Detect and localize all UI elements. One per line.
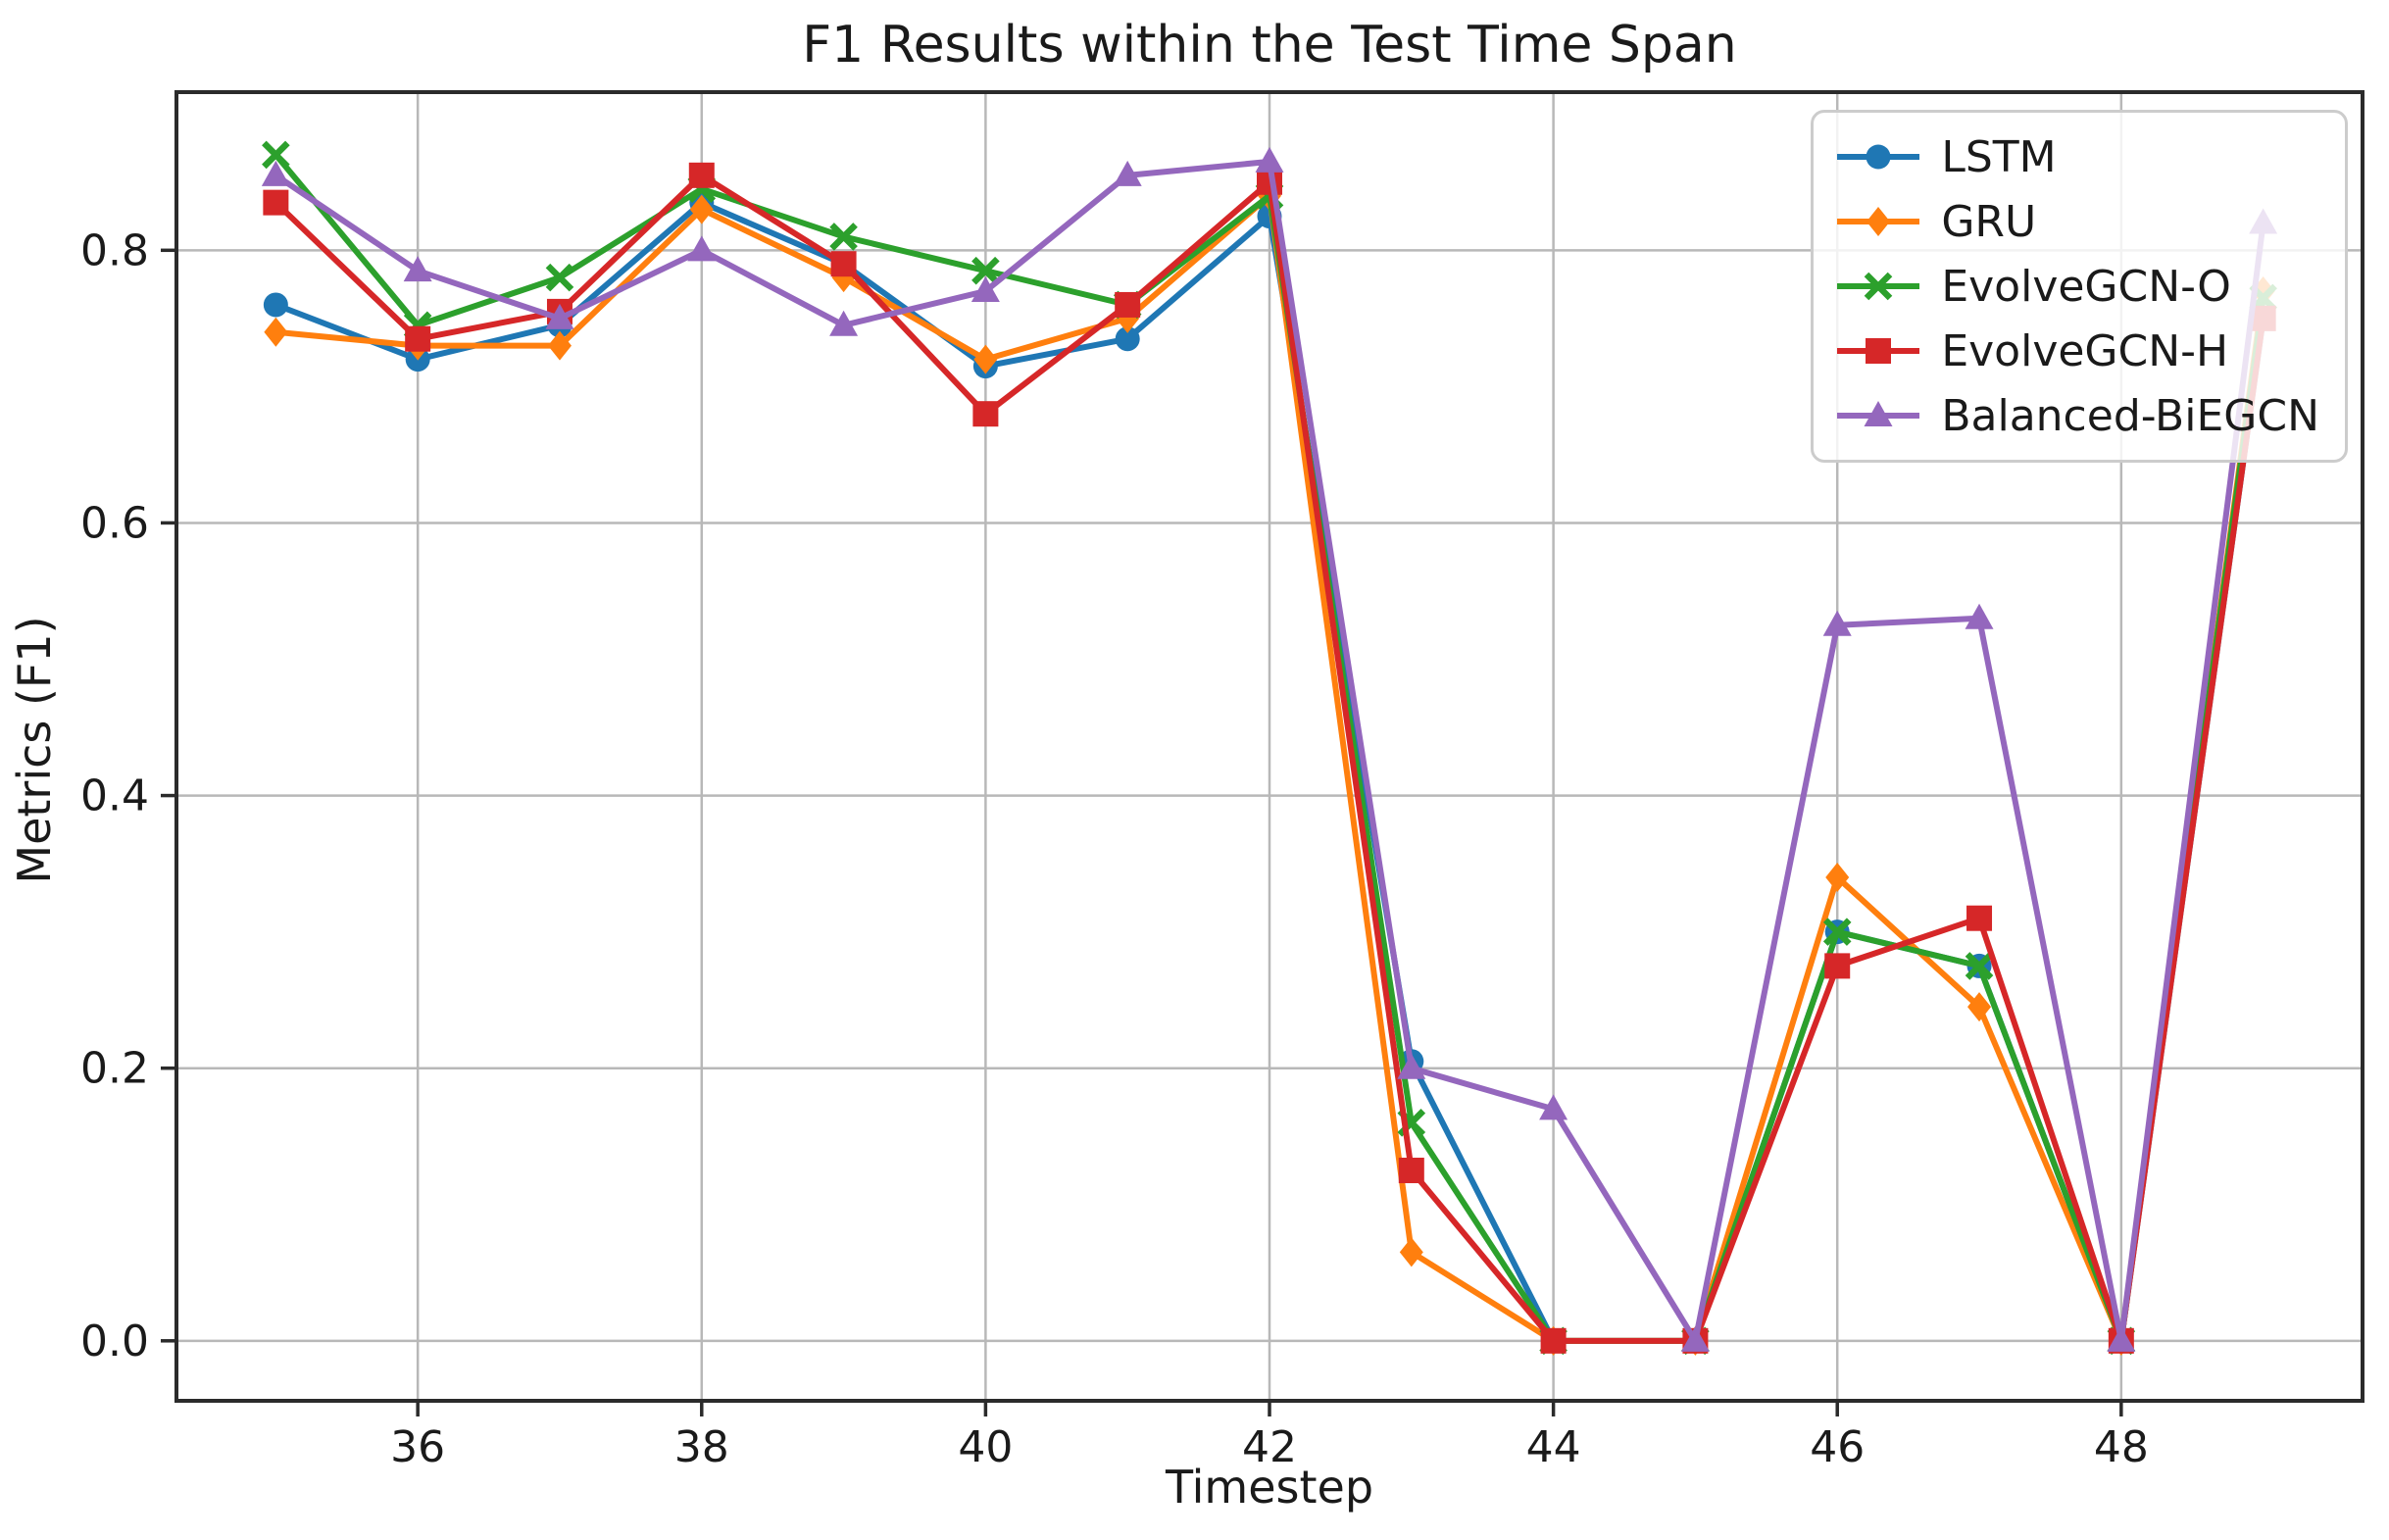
marker-GRU-43: [1399, 1237, 1423, 1267]
marker-GRU-37: [547, 330, 572, 361]
legend-glyph-Balanced-BiEGCN: [1864, 401, 1893, 426]
legend-marker-square-icon: [1837, 338, 1920, 364]
marker-GRU-47: [1967, 992, 1992, 1022]
legend-label-GRU: GRU: [1941, 196, 2037, 247]
legend-item-Balanced-BiEGCN: Balanced-BiEGCN: [1833, 385, 2319, 446]
x-axis-label: Timestep: [1165, 1461, 1374, 1514]
marker-EvolveGCN-O-46: [1822, 918, 1852, 946]
x-tick-label-42: 42: [1242, 1422, 1297, 1472]
legend-marker-x-icon: [1837, 272, 1920, 301]
marker-Balanced-BiEGCN-48: [2107, 1325, 2136, 1352]
x-tick-label-40: 40: [958, 1422, 1013, 1472]
marker-EvolveGCN-H-41: [1115, 291, 1141, 318]
marker-LSTM-41: [1115, 326, 1140, 352]
y-tick-label-0.2: 0.2: [80, 1044, 149, 1094]
marker-Balanced-BiEGCN-35: [261, 160, 290, 186]
legend-marker-circle-icon: [1837, 144, 1920, 170]
legend-item-EvolveGCN-O: EvolveGCN-O: [1833, 256, 2319, 317]
legend-glyph-EvolveGCN-O: [1865, 272, 1893, 301]
x-tick-label-46: 46: [1810, 1422, 1865, 1472]
marker-Balanced-BiEGCN-47: [1965, 603, 1994, 629]
marker-EvolveGCN-H-35: [263, 189, 289, 216]
x-tick-label-38: 38: [674, 1422, 729, 1472]
marker-Balanced-BiEGCN-42: [1255, 146, 1284, 173]
y-tick-label-0.0: 0.0: [80, 1316, 149, 1366]
marker-EvolveGCN-O-39: [829, 223, 858, 251]
marker-GRU-46: [1825, 863, 1850, 892]
marker-GRU-40: [973, 344, 998, 374]
legend-label-LSTM: LSTM: [1941, 131, 2057, 182]
marker-LSTM-35: [263, 292, 288, 318]
marker-EvolveGCN-H-40: [972, 401, 999, 427]
x-tick-label-36: 36: [390, 1422, 445, 1472]
marker-EvolveGCN-H-39: [830, 251, 857, 277]
marker-GRU-38: [689, 194, 714, 224]
x-tick-label-48: 48: [2094, 1422, 2149, 1472]
marker-Balanced-BiEGCN-41: [1113, 160, 1142, 186]
marker-Balanced-BiEGCN-37: [545, 303, 574, 329]
legend-glyph-LSTM: [1866, 144, 1891, 170]
legend-item-LSTM: LSTM: [1833, 126, 2319, 187]
legend: LSTM GRU EvolveGCN-O EvolveGCN-H Balanced-Bi…: [1811, 110, 2348, 463]
legend-glyph-EvolveGCN-H: [1866, 338, 1892, 364]
marker-EvolveGCN-H-44: [1540, 1327, 1567, 1354]
legend-label-EvolveGCN-O: EvolveGCN-O: [1941, 261, 2231, 312]
legend-item-EvolveGCN-H: EvolveGCN-H: [1833, 321, 2319, 381]
marker-EvolveGCN-H-43: [1398, 1157, 1424, 1183]
x-tick-label-44: 44: [1526, 1422, 1581, 1472]
marker-EvolveGCN-H-36: [405, 325, 431, 352]
y-tick-label-0.8: 0.8: [80, 225, 149, 275]
marker-EvolveGCN-H-38: [688, 162, 715, 188]
marker-Balanced-BiEGCN-46: [1822, 610, 1852, 636]
series-Balanced-BiEGCN: [261, 146, 2278, 1352]
legend-glyph-GRU: [1866, 207, 1891, 236]
marker-Balanced-BiEGCN-43: [1397, 1053, 1426, 1079]
marker-EvolveGCN-O-40: [971, 256, 1000, 285]
legend-marker-diamond-icon: [1837, 207, 1920, 236]
axes-spines: [174, 90, 2364, 1403]
marker-EvolveGCN-H-46: [1824, 953, 1851, 979]
marker-EvolveGCN-H-47: [1966, 905, 1993, 931]
marker-Balanced-BiEGCN-45: [1680, 1325, 1710, 1352]
marker-Balanced-BiEGCN-36: [403, 256, 432, 282]
legend-label-EvolveGCN-H: EvolveGCN-H: [1941, 325, 2229, 376]
marker-Balanced-BiEGCN-44: [1539, 1094, 1568, 1120]
y-tick-label-0.6: 0.6: [80, 498, 149, 548]
chart-title: F1 Results within the Test Time Span: [802, 16, 1737, 75]
marker-Balanced-BiEGCN-38: [687, 235, 717, 262]
y-tick-label-0.4: 0.4: [80, 771, 149, 821]
marker-EvolveGCN-O-35: [262, 140, 290, 170]
legend-marker-triangle-icon: [1837, 401, 1920, 426]
legend-item-GRU: GRU: [1833, 191, 2319, 252]
marker-Balanced-BiEGCN-39: [829, 310, 859, 336]
marker-EvolveGCN-O-47: [1965, 952, 1994, 980]
marker-EvolveGCN-O-37: [545, 263, 574, 292]
legend-label-Balanced-BiEGCN: Balanced-BiEGCN: [1941, 390, 2319, 441]
marker-Balanced-BiEGCN-40: [971, 276, 1000, 303]
marker-GRU-35: [264, 317, 288, 347]
